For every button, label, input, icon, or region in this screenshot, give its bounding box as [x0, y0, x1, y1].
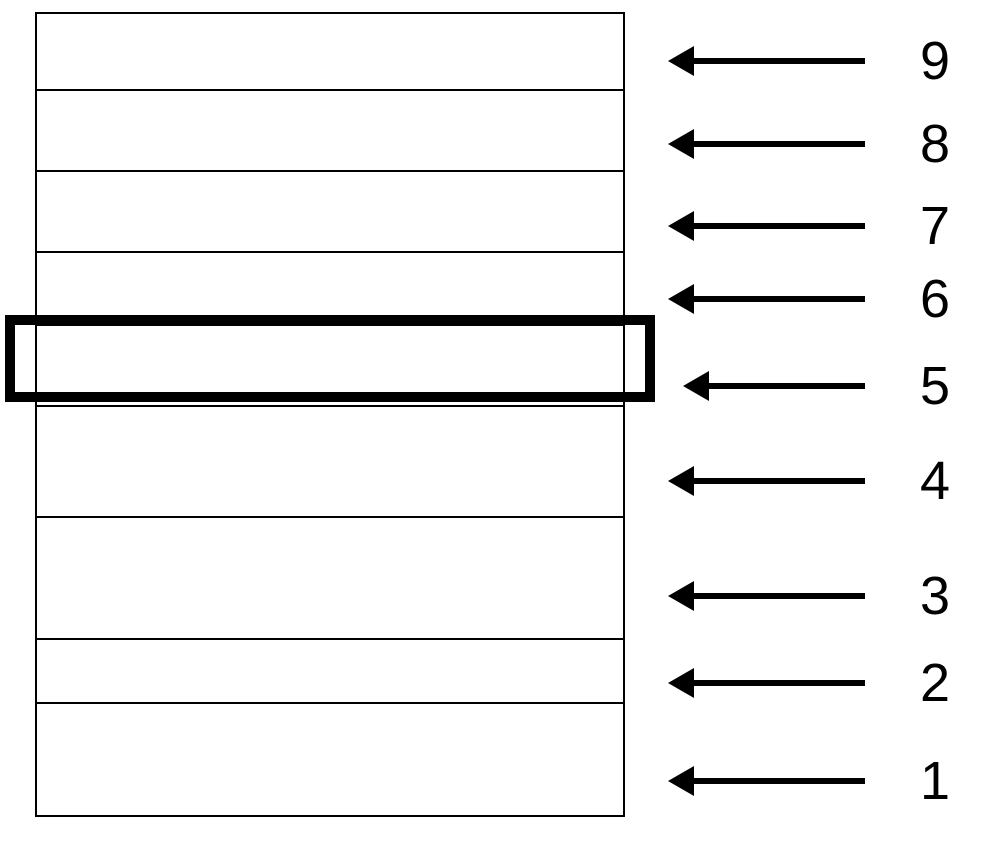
layer-label: 9	[920, 30, 950, 92]
arrow-label-9: 9	[690, 30, 950, 92]
arrow-label-7: 7	[690, 195, 950, 257]
layer-label: 6	[920, 268, 950, 330]
layer-8	[35, 89, 625, 172]
layer-label: 1	[920, 750, 950, 812]
layer-9	[35, 12, 625, 91]
highlighted-layer-5	[5, 315, 655, 402]
arrow-icon	[690, 680, 865, 686]
layer-label: 5	[920, 355, 950, 417]
layer-1	[35, 702, 625, 817]
arrow-label-1: 1	[690, 750, 950, 812]
layer-3	[35, 516, 625, 640]
layer-7	[35, 170, 625, 253]
layer-4	[35, 405, 625, 518]
layer-label: 2	[920, 652, 950, 714]
layer-label: 8	[920, 113, 950, 175]
arrow-label-5: 5	[705, 355, 950, 417]
arrow-icon	[690, 778, 865, 784]
layer-label: 7	[920, 195, 950, 257]
layer-2	[35, 638, 625, 704]
arrow-icon	[690, 141, 865, 147]
arrow-icon	[690, 478, 865, 484]
arrow-icon	[690, 223, 865, 229]
arrow-icon	[690, 296, 865, 302]
arrow-label-8: 8	[690, 113, 950, 175]
layer-label: 3	[920, 565, 950, 627]
arrow-icon	[690, 58, 865, 64]
layer-label: 4	[920, 450, 950, 512]
arrow-label-3: 3	[690, 565, 950, 627]
arrow-label-2: 2	[690, 652, 950, 714]
arrow-icon	[705, 383, 865, 389]
arrow-label-4: 4	[690, 450, 950, 512]
arrow-label-6: 6	[690, 268, 950, 330]
arrow-icon	[690, 593, 865, 599]
layer-stack-diagram	[35, 12, 625, 817]
